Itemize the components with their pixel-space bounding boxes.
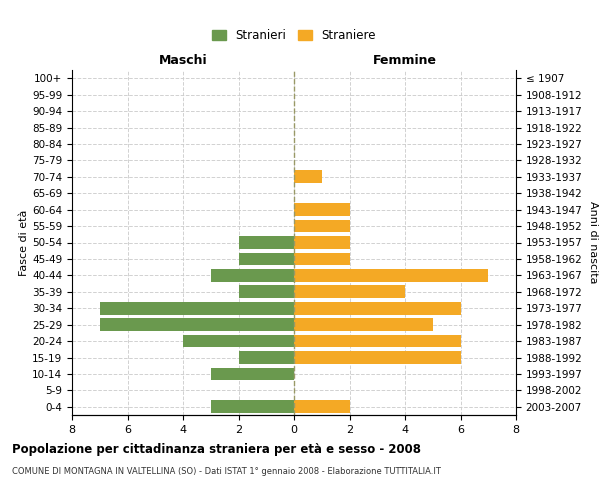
Bar <box>294 170 322 183</box>
Bar <box>211 269 294 282</box>
Bar <box>294 302 461 314</box>
Bar <box>294 269 488 282</box>
Bar <box>211 400 294 413</box>
Bar <box>239 351 294 364</box>
Bar <box>294 252 349 266</box>
Text: Maschi: Maschi <box>158 54 208 68</box>
Bar <box>294 203 349 216</box>
Bar <box>294 318 433 331</box>
Bar <box>294 286 405 298</box>
Text: Popolazione per cittadinanza straniera per età e sesso - 2008: Popolazione per cittadinanza straniera p… <box>12 442 421 456</box>
Y-axis label: Fasce di età: Fasce di età <box>19 210 29 276</box>
Text: COMUNE DI MONTAGNA IN VALTELLINA (SO) - Dati ISTAT 1° gennaio 2008 - Elaborazion: COMUNE DI MONTAGNA IN VALTELLINA (SO) - … <box>12 468 441 476</box>
Y-axis label: Anni di nascita: Anni di nascita <box>588 201 598 284</box>
Bar <box>294 334 461 347</box>
Bar <box>239 236 294 249</box>
Bar <box>100 318 294 331</box>
Bar <box>100 302 294 314</box>
Bar <box>294 400 349 413</box>
Bar <box>211 368 294 380</box>
Bar <box>294 220 349 232</box>
Bar <box>239 286 294 298</box>
Text: Femmine: Femmine <box>373 54 437 68</box>
Bar <box>294 236 349 249</box>
Legend: Stranieri, Straniere: Stranieri, Straniere <box>207 24 381 46</box>
Bar <box>239 252 294 266</box>
Bar <box>294 351 461 364</box>
Bar <box>183 334 294 347</box>
